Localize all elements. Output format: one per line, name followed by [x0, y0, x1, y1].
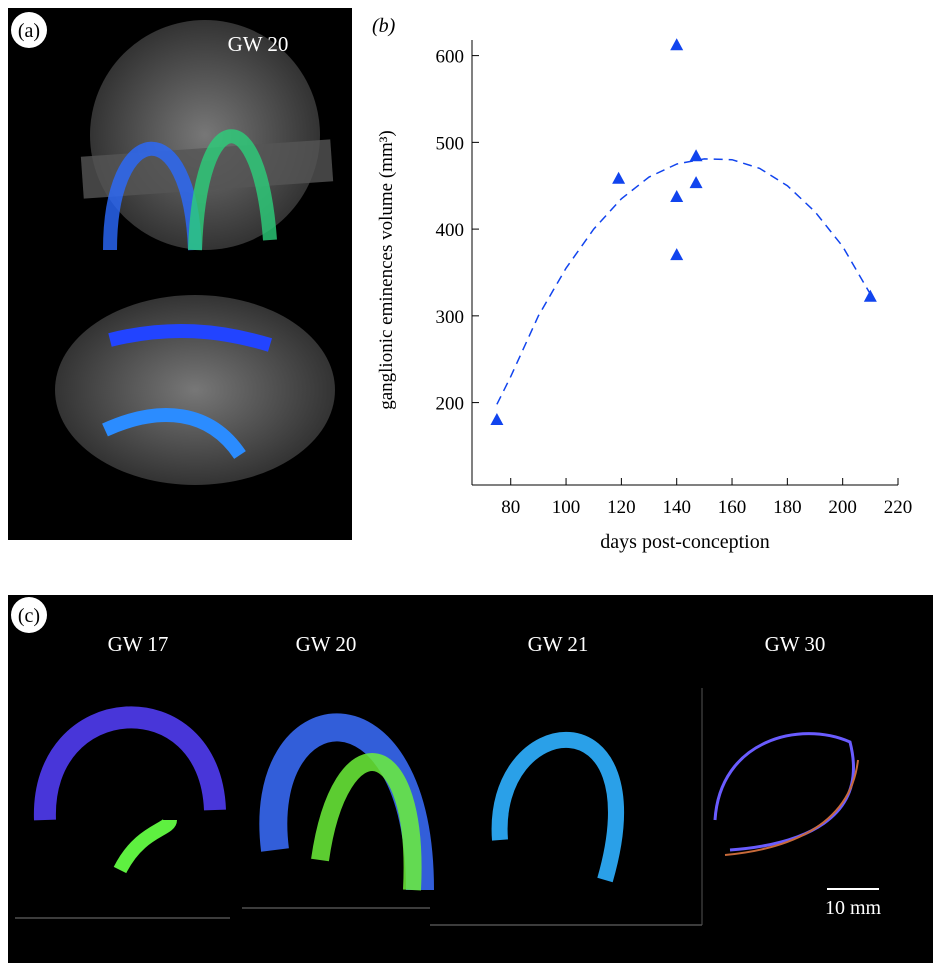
tract [102, 408, 246, 460]
panel-label: (c) [18, 605, 40, 627]
y-tick-label: 300 [436, 307, 465, 328]
tract [724, 759, 859, 856]
x-tick-label: 80 [501, 497, 520, 518]
data-point [670, 190, 684, 203]
tract [108, 323, 273, 352]
x-tick-label: 160 [718, 497, 747, 518]
tract [311, 753, 422, 891]
image-c [8, 595, 933, 963]
scale-label: 10 mm [825, 897, 882, 919]
y-tick-label: 200 [436, 394, 465, 415]
image-caption: GW 20 [228, 32, 289, 56]
fit-curve [496, 158, 871, 405]
tract [491, 731, 624, 883]
x-tick-label: 100 [552, 497, 581, 518]
panel-badge [11, 12, 47, 48]
image-caption: GW 30 [765, 632, 826, 656]
panel-label: (a) [18, 20, 40, 42]
y-tick-label: 500 [436, 133, 465, 154]
image-caption: GW 20 [296, 632, 357, 656]
tract [113, 817, 177, 874]
x-tick-label: 200 [828, 497, 857, 518]
y-tick-label: 400 [436, 220, 465, 241]
tract [33, 706, 226, 821]
data-point [490, 412, 504, 425]
tract [713, 732, 855, 852]
x-tick-label: 140 [662, 497, 691, 518]
image-caption: GW 21 [528, 632, 589, 656]
data-point [612, 171, 626, 184]
panel-badge [11, 597, 47, 633]
image-caption: GW 17 [108, 632, 169, 656]
x-tick-label: 180 [773, 497, 802, 518]
x-tick-label: 120 [607, 497, 636, 518]
tract [188, 129, 277, 251]
panel-label: (b) [372, 15, 396, 37]
x-axis-label: days post-conception [600, 531, 769, 553]
y-axis-label: ganglionic eminences volume (mm³) [376, 130, 397, 410]
data-point [863, 289, 877, 302]
tract [103, 141, 202, 251]
data-point [670, 248, 684, 261]
data-point [689, 149, 703, 162]
y-tick-label: 600 [436, 47, 465, 68]
data-point [670, 38, 684, 51]
brain-scan [55, 295, 335, 485]
data-point [689, 176, 703, 189]
x-tick-label: 220 [884, 497, 913, 518]
